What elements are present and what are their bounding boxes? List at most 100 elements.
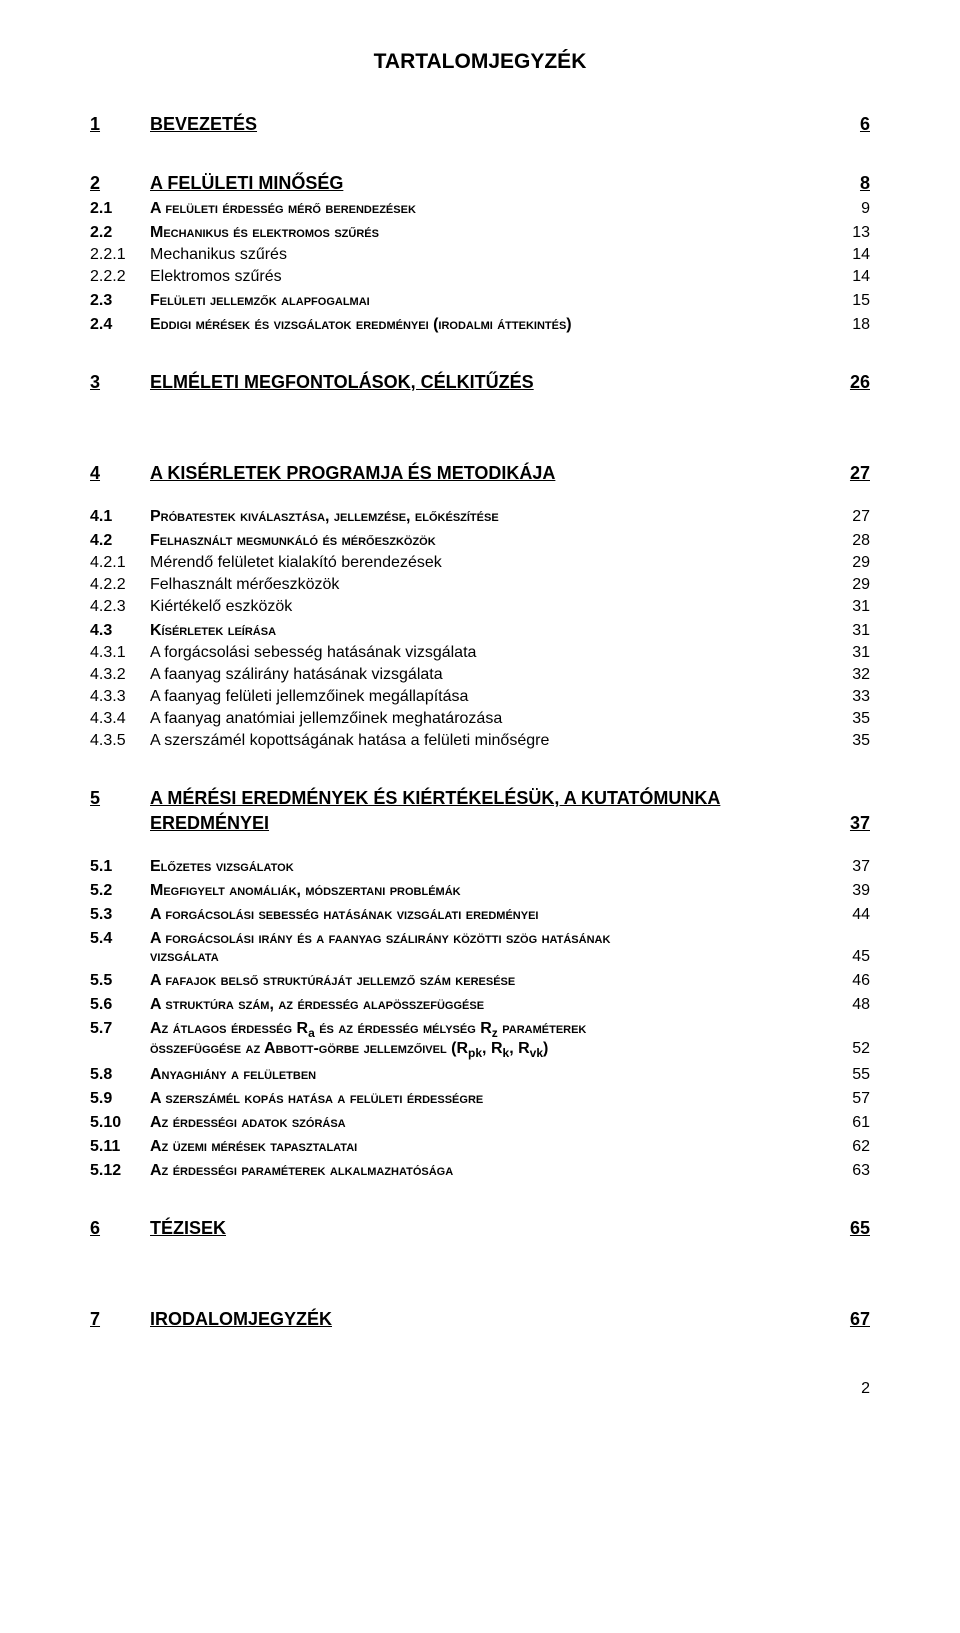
toc-h2-row: 5.3A forgácsolási sebesség hatásának viz…: [90, 906, 870, 924]
toc-entry-page: 48: [830, 996, 870, 1014]
toc-entry-label: Az üzemi mérések tapasztalatai: [150, 1138, 830, 1156]
toc-entry-number: 6: [90, 1218, 150, 1239]
toc-entry-page: 8: [830, 173, 870, 194]
toc-entry-page: 6: [830, 114, 870, 135]
toc-entry-label: Megfigyelt anomáliák, módszertani problé…: [150, 882, 830, 900]
toc-entry-page: 45: [830, 948, 870, 966]
toc-entry-number: 4.3.1: [90, 644, 150, 662]
toc-entry-number: 5.5: [90, 972, 150, 990]
toc-entry-number: 2.2: [90, 224, 150, 242]
toc-entry-page: 26: [830, 372, 870, 393]
toc-h2-continuation: összefüggése az Abbott-görbe jellemzőive…: [90, 1040, 870, 1060]
toc-entry-label: A faanyag felületi jellemzőinek megállap…: [150, 688, 830, 706]
toc-entry-number: 5.1: [90, 858, 150, 876]
toc-entry-number: 4.2.2: [90, 576, 150, 594]
toc-h1-row: 7IRODALOMJEGYZÉK67: [90, 1309, 870, 1330]
toc-entry-number: 4.2: [90, 532, 150, 550]
toc-entry-label: vizsgálata: [150, 948, 830, 966]
toc-h2-row: 5.10Az érdességi adatok szórása61: [90, 1114, 870, 1132]
toc-entry-page: 46: [830, 972, 870, 990]
toc-entry-page: 27: [830, 508, 870, 526]
toc-entry-page: 31: [830, 598, 870, 616]
toc-h2-row: 2.3Felületi jellemzők alapfogalmai15: [90, 292, 870, 310]
toc-entry-label: Felületi jellemzők alapfogalmai: [150, 292, 830, 310]
toc-entry-number: 4.1: [90, 508, 150, 526]
toc-h1-row: 1BEVEZETÉS6: [90, 114, 870, 135]
toc-entry-label: Mechanikus és elektromos szűrés: [150, 224, 830, 242]
toc-indent: [90, 948, 150, 966]
toc-entry-number: 2.1: [90, 200, 150, 218]
toc-entry-number: 4.3.4: [90, 710, 150, 728]
toc-entry-page: 44: [830, 906, 870, 924]
toc-entry-label: Felhasznált mérőeszközök: [150, 576, 830, 594]
toc-entry-page: 37: [830, 813, 870, 834]
page-container: TARTALOMJEGYZÉK 1BEVEZETÉS62A FELÜLETI M…: [0, 0, 960, 1428]
toc-h1-row: 4A KISÉRLETEK PROGRAMJA ÉS METODIKÁJA27: [90, 463, 870, 484]
toc-entry-label: A forgácsolási sebesség hatásának vizsgá…: [150, 906, 830, 924]
toc-entry-number: 2: [90, 173, 150, 194]
toc-h3-row: 4.3.1A forgácsolási sebesség hatásának v…: [90, 644, 870, 662]
toc-entry-label: A MÉRÉSI EREDMÉNYEK ÉS KIÉRTÉKELÉSÜK, A …: [150, 788, 830, 809]
toc-h3-row: 4.3.4A faanyag anatómiai jellemzőinek me…: [90, 710, 870, 728]
toc-entry-number: 4.3.5: [90, 732, 150, 750]
toc-entry-number: 5.6: [90, 996, 150, 1014]
toc-entry-label: Felhasznált megmunkáló és mérőeszközök: [150, 532, 830, 550]
toc-entry-page: 65: [830, 1218, 870, 1239]
toc-entry-label: Anyaghiány a felületben: [150, 1066, 830, 1084]
toc-entry-page: 57: [830, 1090, 870, 1108]
toc-entry-page: 15: [830, 292, 870, 310]
toc-h3-row: 4.3.2A faanyag szálirány hatásának vizsg…: [90, 666, 870, 684]
toc-h3-row: 2.2.1Mechanikus szűrés14: [90, 246, 870, 264]
toc-entry-number: 2.3: [90, 292, 150, 310]
toc-entry-page: 31: [830, 644, 870, 662]
toc-entry-number: 5.8: [90, 1066, 150, 1084]
toc-entry-label: A szerszámél kopottságának hatása a felü…: [150, 732, 830, 750]
toc-entry-label: Mérendő felületet kialakító berendezések: [150, 554, 830, 572]
toc-entry-label: A fafajok belső struktúráját jellemző sz…: [150, 972, 830, 990]
toc-entry-number: 2.4: [90, 316, 150, 334]
toc-h1-row: 2A FELÜLETI MINŐSÉG8: [90, 173, 870, 194]
toc-entry-number: 5.3: [90, 906, 150, 924]
toc-entry-page: 28: [830, 532, 870, 550]
toc-entry-page: 14: [830, 246, 870, 264]
toc-h2-row: 4.1Próbatestek kiválasztása, jellemzése,…: [90, 508, 870, 526]
toc-entry-page: 13: [830, 224, 870, 242]
toc-h2-row: 5.7Az átlagos érdesség Ra és az érdesség…: [90, 1020, 870, 1040]
toc-h2-row: 5.12Az érdességi paraméterek alkalmazhat…: [90, 1162, 870, 1180]
toc-entry-page: 9: [830, 200, 870, 218]
toc-entry-label: A felületi érdesség mérő berendezések: [150, 200, 830, 218]
toc-entry-number: 5.2: [90, 882, 150, 900]
toc-entry-label: A forgácsolási irány és a faanyag szálir…: [150, 930, 830, 948]
toc-entry-number: 7: [90, 1309, 150, 1330]
toc-entry-number: 5.11: [90, 1138, 150, 1156]
toc-entry-page: 39: [830, 882, 870, 900]
toc-entry-page: 31: [830, 622, 870, 640]
toc-entry-number: 4: [90, 463, 150, 484]
toc-entry-label: A faanyag szálirány hatásának vizsgálata: [150, 666, 830, 684]
toc-body: 1BEVEZETÉS62A FELÜLETI MINŐSÉG82.1A felü…: [90, 114, 870, 1330]
toc-entry-page: 32: [830, 666, 870, 684]
toc-h3-row: 4.2.2Felhasznált mérőeszközök29: [90, 576, 870, 594]
toc-h2-continuation: vizsgálata45: [90, 948, 870, 966]
toc-h2-row: 5.2Megfigyelt anomáliák, módszertani pro…: [90, 882, 870, 900]
toc-entry-number: 5.10: [90, 1114, 150, 1132]
toc-entry-number: 4.3: [90, 622, 150, 640]
toc-entry-number: 4.2.1: [90, 554, 150, 572]
toc-entry-number: 2.2.1: [90, 246, 150, 264]
toc-entry-number: 1: [90, 114, 150, 135]
toc-h2-row: 2.2Mechanikus és elektromos szűrés13: [90, 224, 870, 242]
toc-entry-label: Az érdességi adatok szórása: [150, 1114, 830, 1132]
toc-entry-page: 35: [830, 710, 870, 728]
toc-entry-label: BEVEZETÉS: [150, 114, 830, 135]
toc-entry-label: A FELÜLETI MINŐSÉG: [150, 173, 830, 194]
toc-h2-row: 4.2Felhasznált megmunkáló és mérőeszközö…: [90, 532, 870, 550]
toc-entry-label: TÉZISEK: [150, 1218, 830, 1239]
toc-h3-row: 4.2.3Kiértékelő eszközök31: [90, 598, 870, 616]
toc-entry-number: 5.7: [90, 1020, 150, 1038]
toc-entry-number: 2.2.2: [90, 268, 150, 286]
toc-entry-label: Az érdességi paraméterek alkalmazhatóság…: [150, 1162, 830, 1180]
toc-entry-page: 55: [830, 1066, 870, 1084]
toc-h2-row: 5.9A szerszámél kopás hatása a felületi …: [90, 1090, 870, 1108]
toc-entry-page: 27: [830, 463, 870, 484]
toc-entry-label: A szerszámél kopás hatása a felületi érd…: [150, 1090, 830, 1108]
